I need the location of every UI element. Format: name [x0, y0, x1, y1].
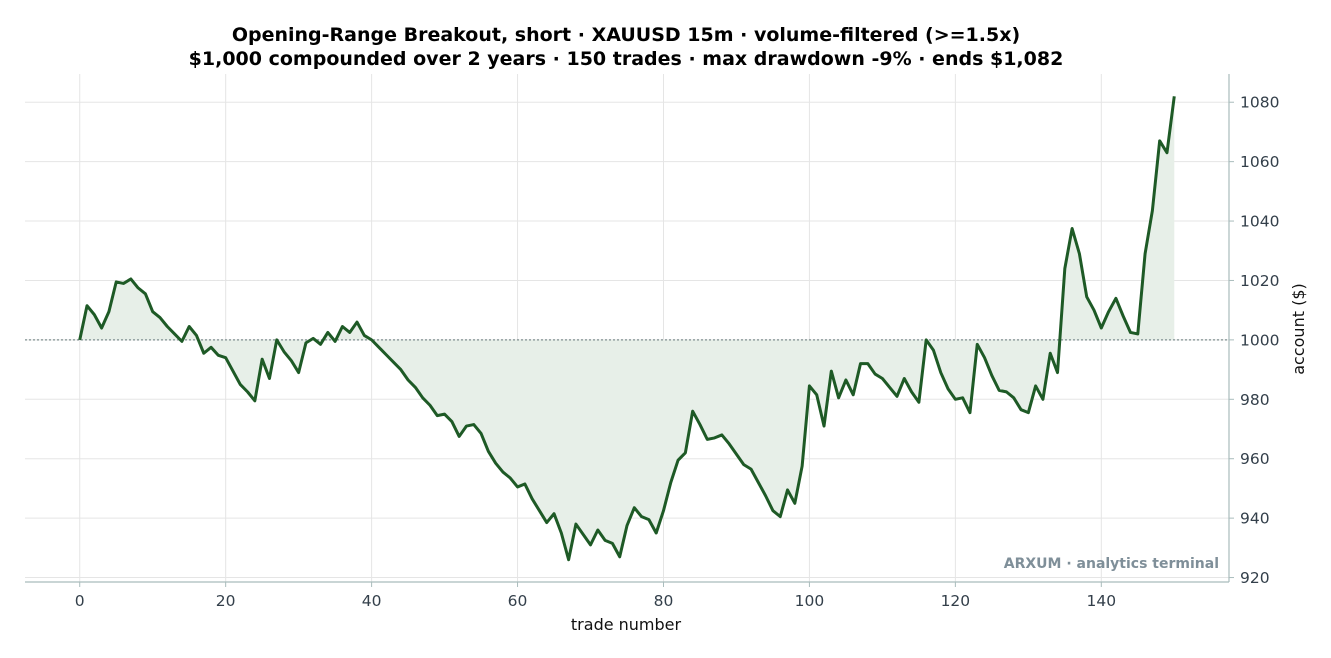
y-tick-label-1000: 1000: [1240, 331, 1279, 349]
y-ticks: 920 940 960 980 1000 1020 1040 1060 1080: [1229, 94, 1279, 587]
y-tick-label-980: 980: [1240, 391, 1270, 409]
x-tick-label-60: 60: [508, 592, 528, 610]
x-tick-label-140: 140: [1087, 592, 1117, 610]
chart-subtitle: $1,000 compounded over 2 years · 150 tra…: [189, 48, 1064, 70]
x-tick-label-80: 80: [654, 592, 674, 610]
series-line: [78, 96, 1176, 562]
y-tick-label-1020: 1020: [1240, 272, 1279, 290]
x-axis-label: trade number: [571, 615, 682, 634]
watermark: ARXUM · analytics terminal: [1004, 556, 1219, 572]
x-tick-label-0: 0: [75, 592, 85, 610]
y-tick-label-1060: 1060: [1240, 153, 1279, 171]
chart-title: Opening-Range Breakout, short · XAUUSD 1…: [232, 24, 1020, 46]
area-above-baseline: [79, 96, 1175, 340]
x-tick-label-40: 40: [362, 592, 382, 610]
y-tick-label-1040: 1040: [1240, 213, 1279, 231]
x-gridlines: [79, 74, 1102, 582]
area-below-baseline: [180, 339, 1060, 560]
y-tick-label-960: 960: [1240, 450, 1270, 468]
x-tick-label-20: 20: [216, 592, 236, 610]
y-axis-label: account ($): [1289, 283, 1308, 375]
y-tick-label-1080: 1080: [1240, 94, 1279, 112]
y-tick-label-920: 920: [1240, 569, 1270, 587]
y-tick-label-940: 940: [1240, 510, 1270, 528]
x-tick-label-100: 100: [795, 592, 825, 610]
x-ticks: 0 20 40 60 80 100 120 140: [75, 582, 1116, 610]
x-tick-label-120: 120: [941, 592, 971, 610]
